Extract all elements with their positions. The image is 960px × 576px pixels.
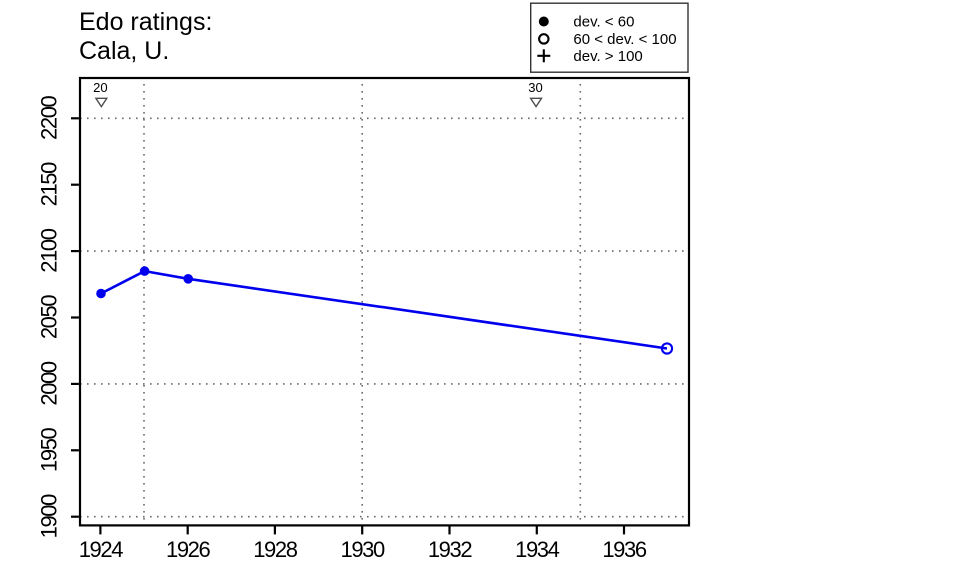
svg-text:1936: 1936 (602, 537, 647, 562)
svg-text:1934: 1934 (515, 537, 560, 562)
svg-text:2150: 2150 (37, 162, 62, 207)
svg-text:Cala, U.: Cala, U. (79, 37, 169, 65)
svg-text:1950: 1950 (37, 427, 62, 472)
svg-text:1930: 1930 (341, 537, 386, 562)
svg-text:30: 30 (528, 80, 542, 95)
svg-text:1928: 1928 (253, 537, 298, 562)
svg-text:dev. > 100: dev. > 100 (573, 48, 642, 65)
svg-text:60 < dev. < 100: 60 < dev. < 100 (573, 31, 676, 48)
svg-text:1926: 1926 (166, 537, 211, 562)
svg-text:1924: 1924 (79, 537, 124, 562)
svg-text:1932: 1932 (428, 537, 473, 562)
svg-text:2100: 2100 (37, 228, 62, 273)
svg-text:2050: 2050 (37, 295, 62, 340)
svg-text:20: 20 (93, 80, 107, 95)
svg-text:Edo ratings:: Edo ratings: (79, 8, 212, 36)
svg-text:1900: 1900 (37, 494, 62, 539)
svg-text:dev. < 60: dev. < 60 (573, 14, 634, 31)
svg-text:2200: 2200 (37, 95, 62, 140)
svg-text:2000: 2000 (37, 361, 62, 406)
